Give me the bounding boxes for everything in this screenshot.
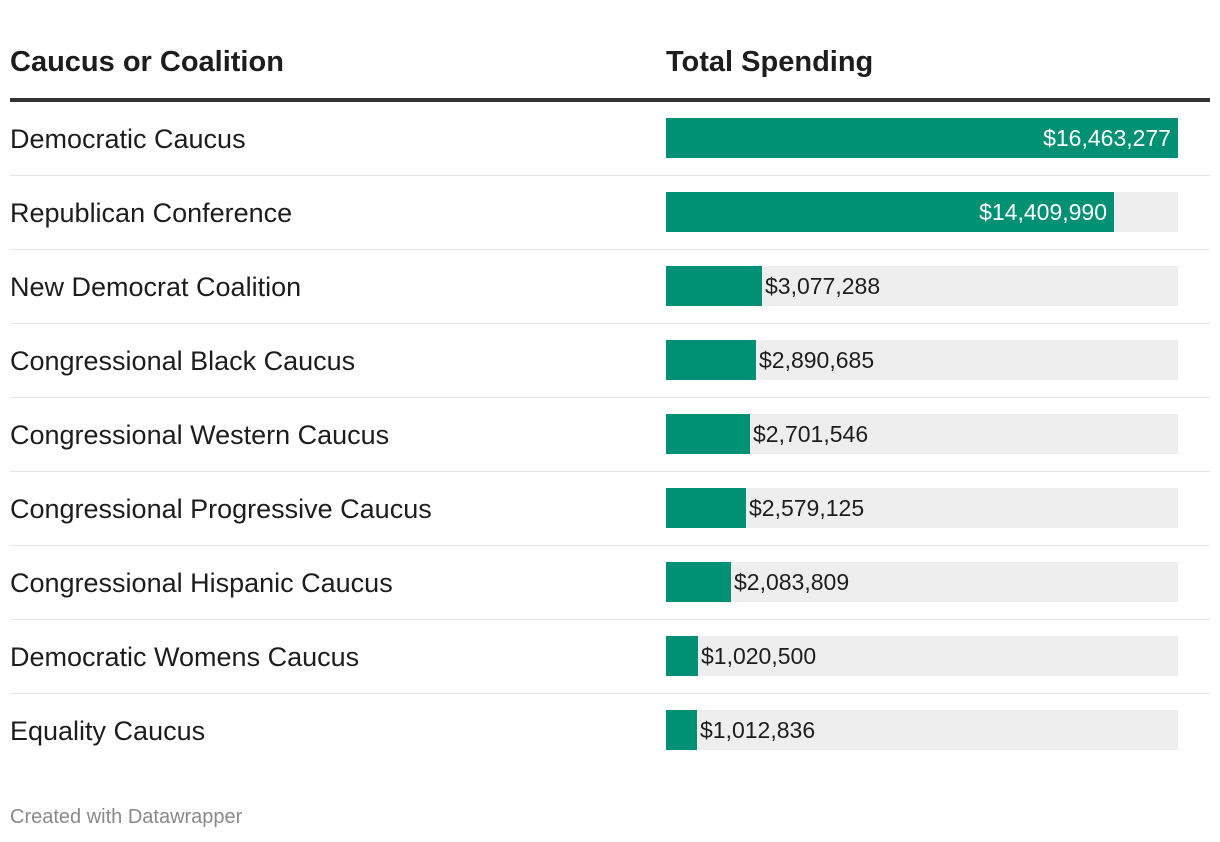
bar-value-label: $2,579,125 — [749, 495, 865, 521]
bar-track: $1,012,836 — [666, 710, 1178, 750]
bar-value-label: $2,701,546 — [753, 421, 869, 447]
row-label: Congressional Black Caucus — [10, 346, 356, 376]
table-row: Congressional Progressive Caucus $2,579,1… — [10, 472, 1210, 546]
spending-bar — [666, 340, 756, 380]
spending-bar — [666, 562, 731, 602]
bar-track: $2,701,546 — [666, 414, 1178, 454]
table-row: Democratic Caucus $16,463,277 — [10, 102, 1210, 176]
table-row: Democratic Womens Caucus $1,020,500 — [10, 620, 1210, 694]
bar-track: $2,890,685 — [666, 340, 1178, 380]
spending-bar — [666, 266, 762, 306]
bar-value-label: $2,890,685 — [759, 347, 875, 373]
bar-track: $2,083,809 — [666, 562, 1178, 602]
column-header-total-spending: Total Spending — [666, 46, 874, 78]
table-body: Democratic Caucus $16,463,277 Republican C… — [10, 102, 1210, 767]
table-row: Equality Caucus $1,012,836 — [10, 694, 1210, 767]
row-label: Republican Conference — [10, 198, 293, 228]
table-row: Republican Conference $14,409,990 — [10, 176, 1210, 250]
row-label: Congressional Western Caucus — [10, 420, 390, 450]
spending-bar — [666, 488, 746, 528]
bar-track: $3,077,288 — [666, 266, 1178, 306]
row-label: Congressional Hispanic Caucus — [10, 568, 393, 598]
table-row: New Democrat Coalition $3,077,288 — [10, 250, 1210, 324]
spending-bar — [666, 414, 750, 454]
bar-value-label: $1,020,500 — [701, 643, 817, 669]
row-label: New Democrat Coalition — [10, 272, 302, 302]
bar-value-label: $1,012,836 — [700, 717, 816, 743]
row-label: Congressional Progressive Caucus — [10, 494, 432, 524]
bar-track: $2,579,125 — [666, 488, 1178, 528]
column-header-caucus: Caucus or Coalition — [10, 46, 284, 78]
bar-value-label: $14,409,990 — [979, 199, 1107, 225]
datawrapper-credit: Created with Datawrapper — [10, 806, 243, 828]
bar-value-label: $16,463,277 — [1043, 125, 1171, 151]
spending-bar — [666, 710, 697, 750]
spending-table: Caucus or Coalition Total Spending Democ… — [10, 0, 1210, 767]
row-label: Democratic Caucus — [10, 124, 246, 154]
spending-bar — [666, 636, 698, 676]
spending-bar — [666, 118, 1178, 158]
table-row: Congressional Black Caucus $2,890,685 — [10, 324, 1210, 398]
bar-track: $14,409,990 — [666, 192, 1178, 232]
bar-value-label: $2,083,809 — [734, 569, 850, 595]
bar-value-label: $3,077,288 — [765, 273, 881, 299]
row-label: Equality Caucus — [10, 716, 206, 746]
table-row: Congressional Western Caucus $2,701,546 — [10, 398, 1210, 472]
row-label: Democratic Womens Caucus — [10, 642, 360, 672]
table-header: Caucus or Coalition Total Spending — [10, 0, 1210, 102]
bar-track: $1,020,500 — [666, 636, 1178, 676]
table-row: Congressional Hispanic Caucus $2,083,809 — [10, 546, 1210, 620]
spending-bar — [666, 192, 1114, 232]
bar-track: $16,463,277 — [666, 118, 1178, 158]
